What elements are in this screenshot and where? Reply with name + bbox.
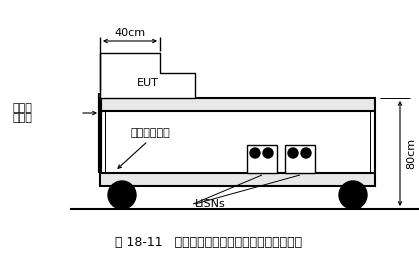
Circle shape — [119, 193, 124, 198]
Circle shape — [108, 181, 136, 209]
Text: 图 18-11   非金属试验车上的传导发射预测量配置: 图 18-11 非金属试验车上的传导发射预测量配置 — [116, 236, 303, 249]
Text: LISNs: LISNs — [195, 199, 226, 209]
Bar — [247, 145, 277, 173]
Text: EUT: EUT — [137, 78, 159, 88]
Circle shape — [250, 148, 260, 158]
Circle shape — [348, 190, 358, 200]
Circle shape — [263, 148, 273, 158]
Bar — [100, 98, 375, 111]
Text: 40cm: 40cm — [114, 28, 145, 38]
Text: 水平接地平面: 水平接地平面 — [130, 128, 170, 138]
Circle shape — [301, 148, 311, 158]
Text: 80cm: 80cm — [406, 138, 416, 169]
Circle shape — [351, 193, 355, 198]
Text: 垂直接: 垂直接 — [12, 103, 32, 113]
Circle shape — [117, 190, 127, 200]
Circle shape — [288, 148, 298, 158]
Polygon shape — [100, 53, 195, 98]
Circle shape — [305, 151, 308, 155]
Bar — [100, 173, 375, 186]
Text: 地平面: 地平面 — [12, 113, 32, 123]
Circle shape — [292, 151, 295, 155]
Circle shape — [266, 151, 269, 155]
Circle shape — [253, 151, 256, 155]
Bar — [285, 145, 315, 173]
Circle shape — [339, 181, 367, 209]
